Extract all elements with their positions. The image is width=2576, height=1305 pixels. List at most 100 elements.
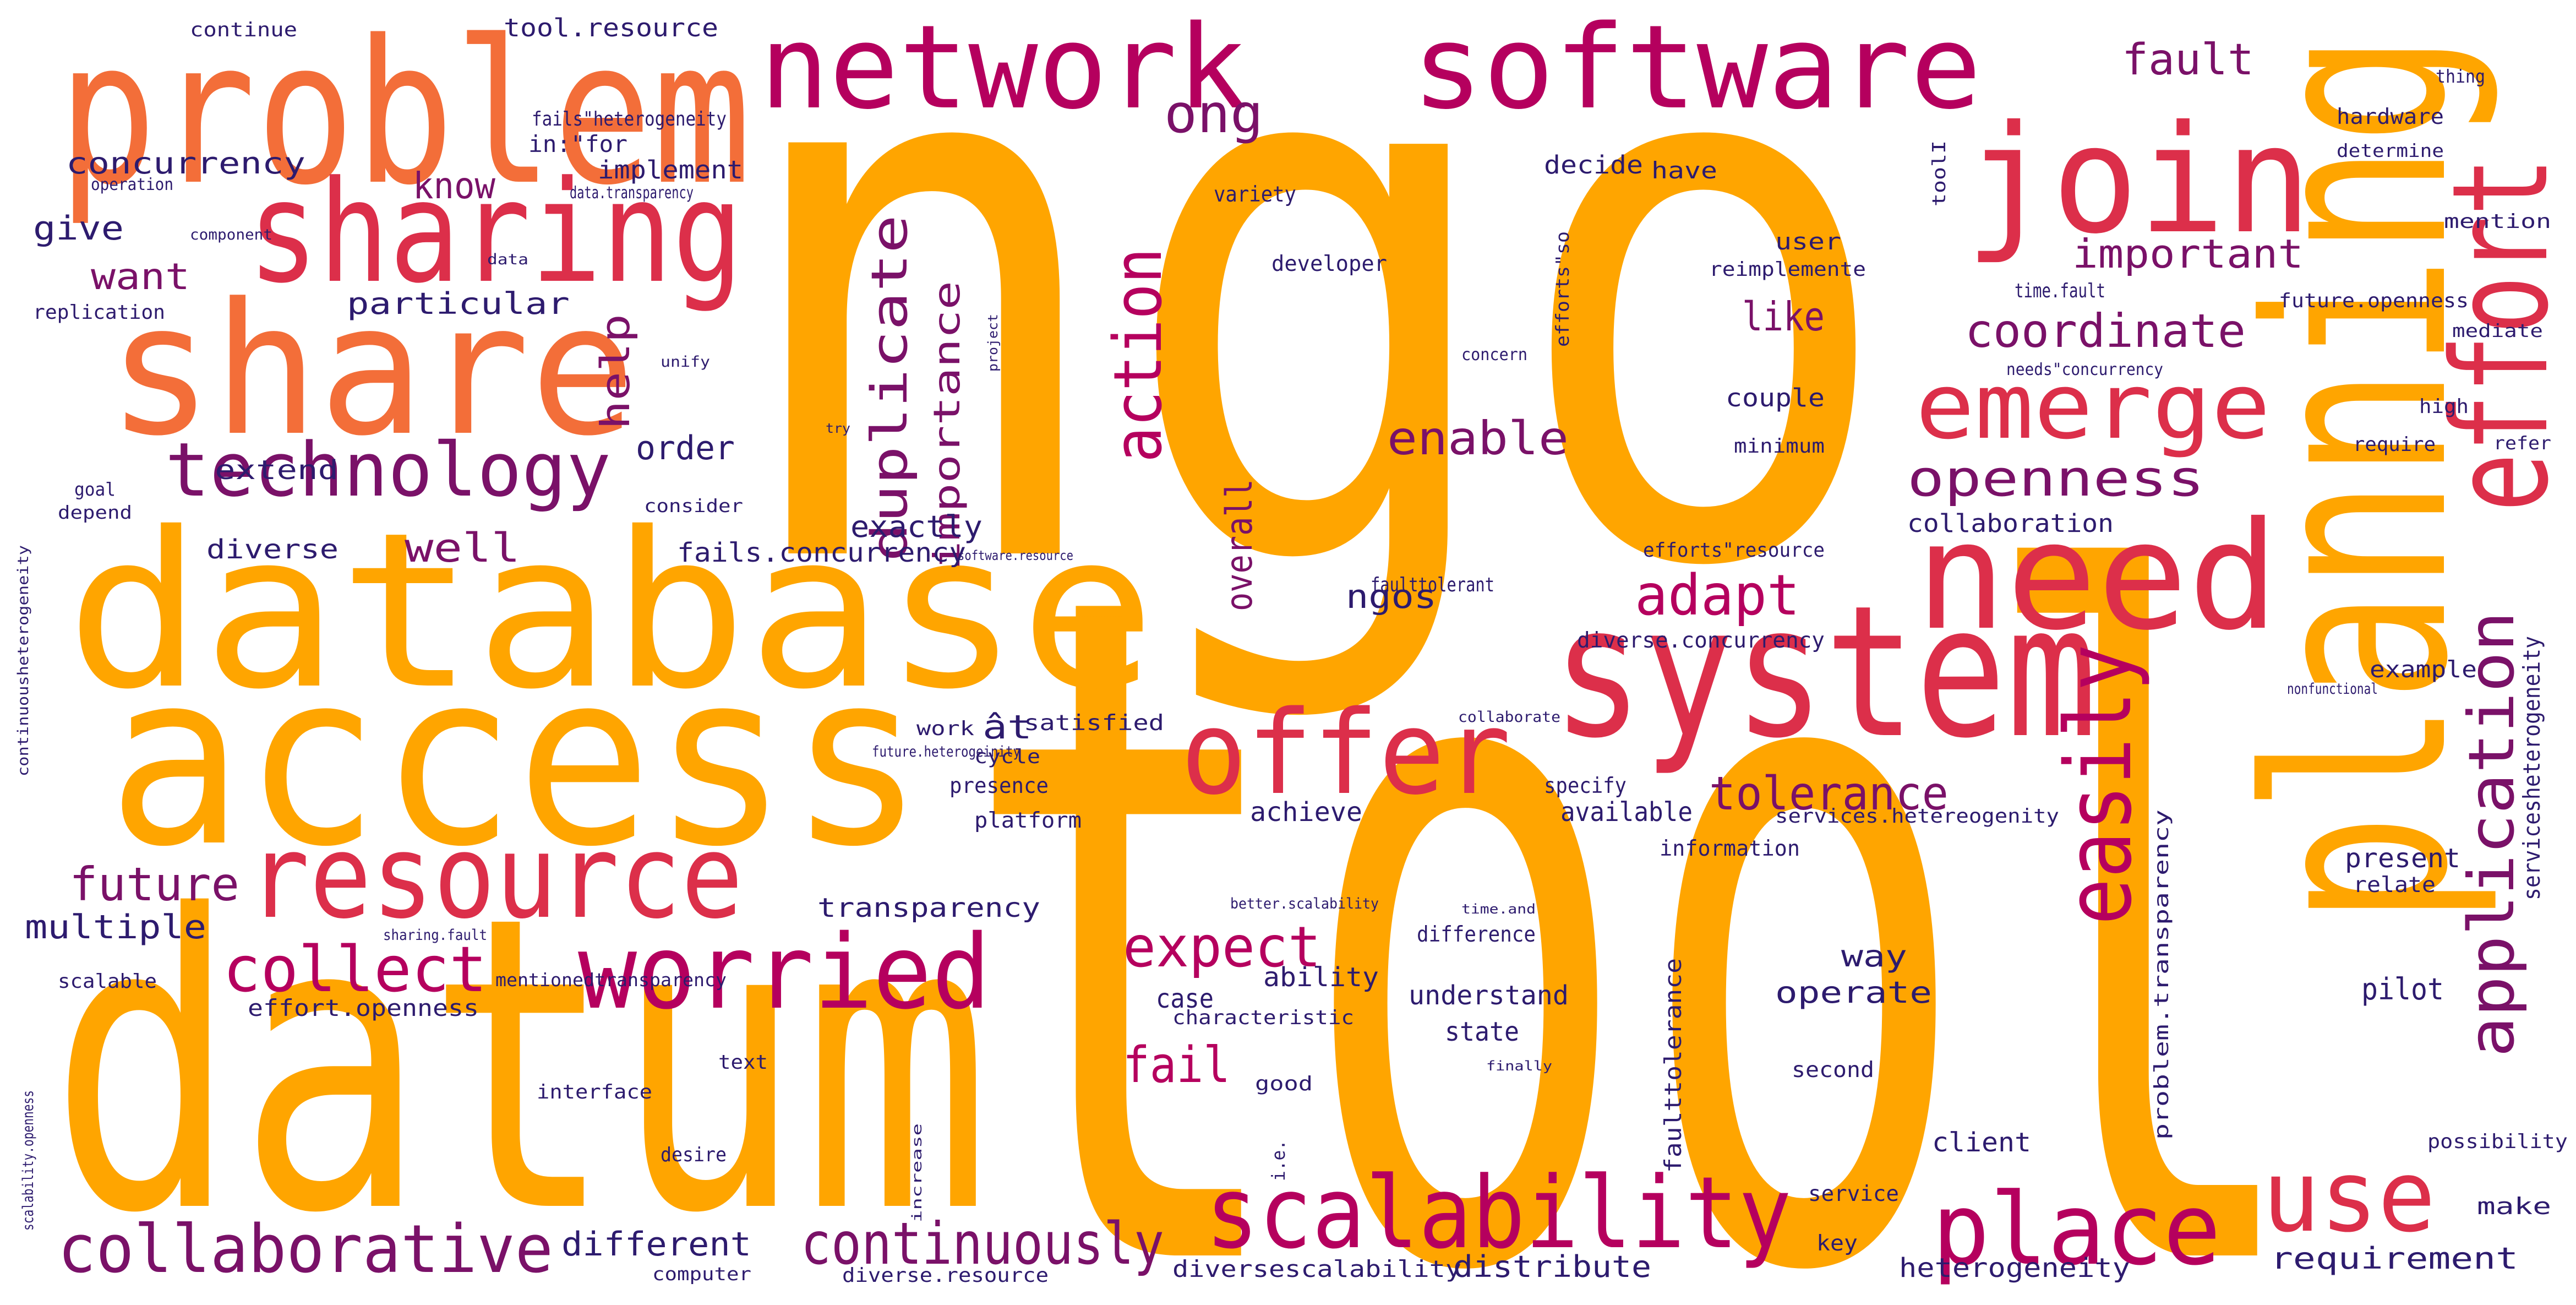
word: importance bbox=[926, 281, 968, 570]
word: place bbox=[1932, 1172, 2221, 1287]
word: technology bbox=[165, 427, 611, 513]
word: order bbox=[636, 429, 735, 467]
word: user bbox=[1775, 228, 1841, 255]
word: particular bbox=[347, 286, 570, 321]
word: ât bbox=[983, 708, 1032, 747]
word: interface bbox=[537, 1081, 652, 1103]
word: join bbox=[1965, 93, 2312, 267]
word: services.hetereogenity bbox=[1775, 805, 2059, 828]
word: consider bbox=[644, 495, 743, 516]
word: overall bbox=[1218, 479, 1260, 611]
word: nonfunctional bbox=[2287, 681, 2378, 698]
word: sharing bbox=[248, 151, 743, 314]
word: decide bbox=[1544, 150, 1643, 180]
word: emerge bbox=[1915, 354, 2271, 459]
word: datum bbox=[50, 831, 991, 1302]
word: toolI bbox=[1928, 140, 1950, 206]
word: refer bbox=[2493, 432, 2551, 454]
word: collaboration bbox=[1907, 509, 2114, 538]
word: variety bbox=[1214, 182, 1296, 207]
word: key bbox=[1816, 1231, 1858, 1256]
word: adapt bbox=[1635, 563, 1800, 628]
word: ability bbox=[1263, 962, 1379, 993]
word: problem.transparency bbox=[2151, 809, 2173, 1140]
word: achieve bbox=[1250, 797, 1362, 828]
word: fail bbox=[1123, 1036, 1230, 1094]
word: try bbox=[826, 421, 850, 436]
word: enable bbox=[1387, 411, 1569, 465]
word: collaborate bbox=[1458, 709, 1560, 726]
word: faulttolerant bbox=[1371, 574, 1494, 596]
word: scalability bbox=[1205, 1156, 1792, 1271]
word: present bbox=[2345, 843, 2460, 874]
word: computer bbox=[652, 1263, 751, 1285]
word: scalability.openness bbox=[20, 1090, 37, 1231]
word: high bbox=[2419, 395, 2469, 418]
word: efforts"so bbox=[1552, 231, 1573, 347]
word: like bbox=[1742, 293, 1825, 340]
word: database bbox=[66, 486, 1156, 736]
word: duplicate bbox=[861, 215, 919, 562]
word: case bbox=[1156, 983, 1214, 1014]
word: tool.resource bbox=[504, 13, 718, 42]
word: continuousheterogeneity bbox=[15, 545, 32, 776]
word: needs"concurrency bbox=[2006, 360, 2163, 379]
word: distribute bbox=[1453, 1249, 1651, 1284]
word: better.scalability bbox=[1230, 895, 1379, 912]
word: require bbox=[2353, 433, 2436, 456]
word: future bbox=[69, 857, 239, 911]
word: servicesheterogeneity bbox=[2518, 636, 2545, 900]
word: future.heterogeinity bbox=[872, 743, 1020, 760]
word: data bbox=[487, 251, 528, 268]
word: openness bbox=[1907, 450, 2204, 508]
word: finally bbox=[1486, 1058, 1552, 1074]
word: developer bbox=[1271, 252, 1387, 276]
word: give bbox=[33, 209, 124, 248]
word: service bbox=[1808, 1182, 1899, 1206]
word: work bbox=[916, 717, 974, 740]
word: coordinate bbox=[1965, 304, 2246, 358]
word: easily bbox=[2046, 644, 2152, 925]
word: possibility bbox=[2427, 1130, 2568, 1153]
word: share bbox=[107, 264, 636, 476]
word: text bbox=[718, 1051, 768, 1074]
word: component bbox=[190, 226, 272, 243]
word: continue bbox=[190, 19, 297, 41]
word: hardware bbox=[2337, 105, 2444, 129]
word: offer bbox=[1181, 686, 1511, 820]
word: diverse.resource bbox=[842, 1264, 1049, 1287]
word: need bbox=[1915, 490, 2279, 663]
word: fails.concurrency bbox=[677, 537, 966, 568]
word: effort bbox=[2424, 157, 2576, 512]
word: replication bbox=[33, 301, 165, 324]
word: second bbox=[1792, 1058, 1874, 1083]
word: data.transparency bbox=[570, 183, 694, 203]
word: tolerance bbox=[1709, 766, 1949, 820]
word: understand bbox=[1409, 980, 1569, 1011]
word: application bbox=[2455, 611, 2528, 1057]
word: faulttolerance bbox=[1660, 958, 1687, 1173]
word: mention bbox=[2444, 210, 2551, 233]
word: sharing.fault bbox=[383, 927, 487, 944]
word: example bbox=[2370, 656, 2477, 683]
word: scalable bbox=[58, 970, 157, 993]
word: system bbox=[1552, 567, 2097, 778]
word: use bbox=[2262, 1139, 2436, 1254]
word: problem bbox=[58, 0, 751, 229]
word: state bbox=[1445, 1016, 1519, 1047]
word: cycle bbox=[974, 746, 1040, 768]
word: ong bbox=[1164, 83, 1263, 145]
word: operate bbox=[1775, 975, 1932, 1010]
word: unify bbox=[661, 354, 710, 371]
word: have bbox=[1651, 157, 1717, 184]
word: client bbox=[1932, 1127, 2031, 1158]
word: expect bbox=[1123, 915, 1321, 980]
word: increase bbox=[909, 1123, 925, 1222]
word: transparency bbox=[817, 893, 1040, 923]
word: multiple bbox=[25, 908, 206, 947]
word: access bbox=[107, 620, 925, 899]
word: thing bbox=[2436, 66, 2485, 87]
word: heterogeneity bbox=[1899, 1253, 2130, 1284]
